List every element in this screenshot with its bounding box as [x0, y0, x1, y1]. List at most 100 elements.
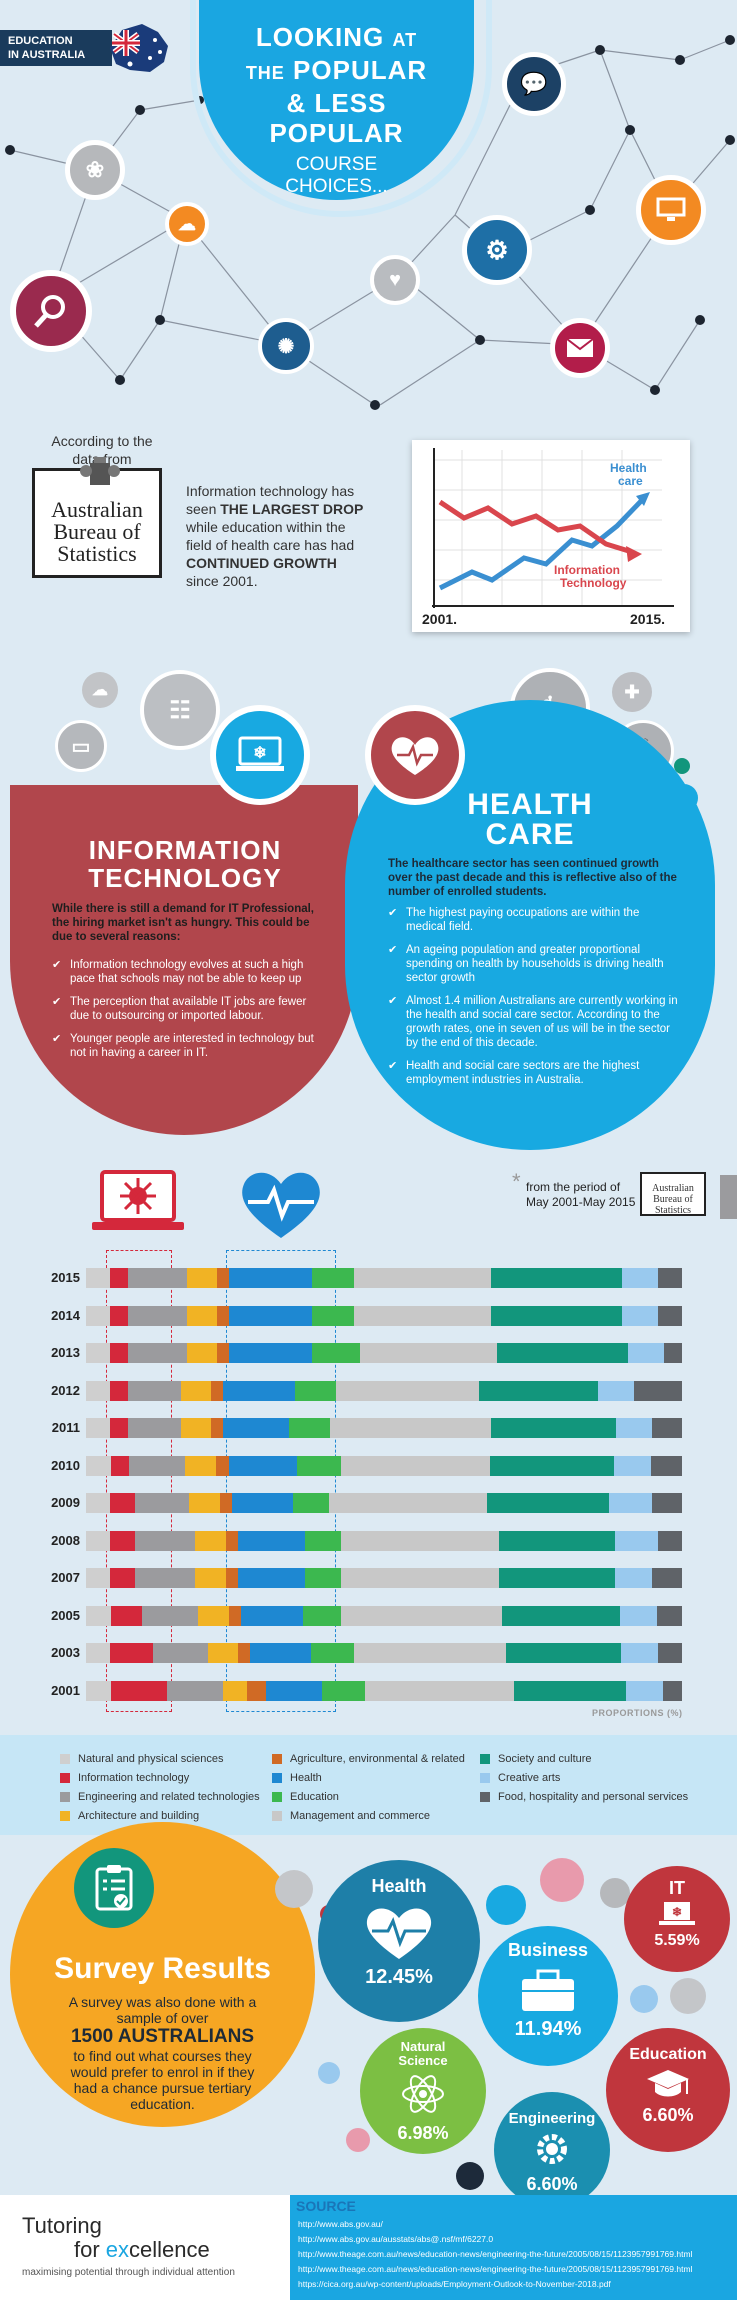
- bar-segment: [197, 1605, 229, 1626]
- bar-segment: [622, 1305, 659, 1326]
- bar-segment: [187, 1268, 218, 1288]
- page-title: LOOKING AT THE POPULAR & LESS POPULAR: [245, 22, 428, 148]
- laptop-icon: ❄: [659, 1902, 695, 1925]
- bar-segment: [354, 1305, 492, 1326]
- legend-swatch: [60, 1792, 70, 1802]
- source-link[interactable]: http://www.abs.gov.au/ausstats/abs@.nsf/…: [298, 2234, 494, 2244]
- australian-flag-icon: [110, 24, 168, 72]
- legend-swatch: [60, 1811, 70, 1821]
- decorative-dot: [600, 1878, 630, 1908]
- list-item: Health and social care sectors are the h…: [388, 1059, 678, 1087]
- health-care-title: HEALTH CARE: [467, 788, 593, 851]
- bar-segment: [195, 1568, 226, 1588]
- legend-item: Architecture and building: [60, 1810, 199, 1822]
- bar-segment: [491, 1268, 623, 1288]
- bar-segment: [621, 1643, 658, 1663]
- list-item: Information technology evolves at such a…: [52, 958, 320, 986]
- source-link[interactable]: http://www.theage.com.au/news/education-…: [298, 2249, 693, 2259]
- year-label: 2008: [51, 1532, 80, 1548]
- legend-item: Agriculture, environmental & related: [272, 1753, 465, 1765]
- legend-label: Agriculture, environmental & related: [290, 1753, 465, 1765]
- bar-segment: [127, 1305, 188, 1326]
- bar-segment: [241, 1605, 304, 1626]
- bar-segment: [479, 1380, 599, 1401]
- trend-chart: Health care Information Technology 2001. 2…: [412, 440, 690, 632]
- bar-segment: [86, 1418, 110, 1438]
- bar-segment: [219, 1493, 232, 1513]
- bar-segment: [615, 1568, 652, 1588]
- bar-segment: [634, 1380, 682, 1401]
- bar-segment: [181, 1380, 212, 1401]
- bar-segment: [86, 1568, 111, 1588]
- bar-segment: [187, 1305, 218, 1326]
- bar-segment: [329, 1493, 488, 1513]
- health-trend-line: [438, 496, 646, 591]
- gears-icon: ⚙: [462, 215, 532, 285]
- cloud-icon: ☁: [165, 202, 209, 246]
- bar-segment: [152, 1643, 208, 1663]
- bar-segment: [129, 1455, 186, 1476]
- bar-segment: [608, 1493, 652, 1513]
- bar-segment: [217, 1343, 229, 1363]
- bar-segment: [238, 1568, 305, 1588]
- survey-results-circle: Survey Results A survey was also done wi…: [10, 1822, 315, 2127]
- brain-icon: ✺: [258, 318, 314, 374]
- category-tag: EDUCATION IN AUSTRALIA: [0, 30, 112, 66]
- bar-segment: [247, 1680, 267, 1701]
- bar-segment: [505, 1643, 622, 1663]
- bar-segment: [229, 1343, 313, 1363]
- bar-row: [86, 1380, 682, 1401]
- bar-segment: [297, 1455, 341, 1476]
- bar-segment: [189, 1493, 220, 1513]
- bar-segment: [487, 1493, 609, 1513]
- source-link[interactable]: https://cica.org.au/wp-content/uploads/E…: [298, 2279, 611, 2289]
- abs-small-logo: Australian Bureau of Statistics: [640, 1172, 706, 1216]
- year-label: 2010: [51, 1457, 80, 1473]
- bar-segment: [365, 1680, 515, 1701]
- bar-segment: [86, 1605, 111, 1626]
- cloud-computing-icon: ☁: [82, 672, 118, 708]
- source-link[interactable]: http://www.theage.com.au/news/education-…: [298, 2264, 693, 2274]
- bar-segment: [292, 1493, 330, 1513]
- bar-segment: [195, 1530, 226, 1551]
- it-laptop-icon: [92, 1170, 184, 1230]
- bar-segment: [217, 1305, 229, 1326]
- bar-segment: [141, 1605, 198, 1626]
- year-label: 2015: [51, 1270, 80, 1285]
- bar-segment: [86, 1530, 111, 1551]
- decorative-dot: [630, 1985, 658, 2013]
- bar-segment: [134, 1568, 196, 1588]
- bar-segment: [110, 1643, 153, 1663]
- bar-row: [86, 1680, 682, 1701]
- chart-legend: Natural and physical sciences Information…: [0, 1735, 737, 1835]
- survey-title: Survey Results: [54, 1952, 271, 1985]
- bar-segment: [658, 1268, 682, 1288]
- bar-segment: [228, 1605, 242, 1626]
- survey-result-natural-science: Natural Science 6.98%: [360, 2028, 486, 2154]
- bar-segment: [238, 1530, 305, 1551]
- stacked-bar-chart: PROPORTIONS (%) 2015 2014 2013 2012 2011 2010…: [0, 1240, 737, 1720]
- source-link[interactable]: http://www.abs.gov.au/: [298, 2219, 383, 2229]
- survey-result-health: Health 12.45%: [318, 1860, 480, 2022]
- bar-segment: [288, 1418, 331, 1438]
- bar-segment: [330, 1418, 492, 1438]
- decorative-dot: [275, 1870, 313, 1908]
- bar-segment: [110, 1455, 130, 1476]
- trend-chart-svg: Health care Information Technology 2001. 2…: [422, 448, 674, 627]
- year-label: 2003: [51, 1645, 80, 1660]
- bar-segment: [211, 1418, 224, 1438]
- bar-segment: [491, 1418, 617, 1438]
- health-trend-label: Health care: [610, 461, 647, 488]
- bar-segment: [657, 1643, 682, 1663]
- bar-segment: [228, 1455, 298, 1476]
- page-subtitle: COURSE CHOICES...: [285, 154, 388, 197]
- bar-segment: [321, 1680, 366, 1701]
- coat-of-arms-icon: [80, 457, 120, 485]
- bar-segment: [501, 1605, 620, 1626]
- legend-swatch: [60, 1773, 70, 1783]
- hero-title-circle: LOOKING AT THE POPULAR & LESS POPULAR CO…: [199, 0, 474, 200]
- year-label: 2007: [51, 1570, 80, 1585]
- bar-segment: [86, 1493, 111, 1513]
- bar-segment: [312, 1343, 361, 1363]
- abs-logo: Australian Bureau of Statistics: [32, 457, 162, 578]
